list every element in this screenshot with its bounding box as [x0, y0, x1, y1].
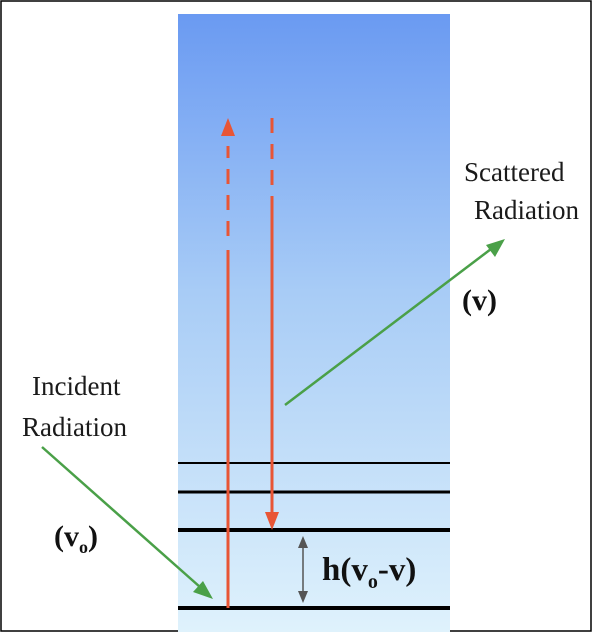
excitation-arrow [221, 118, 235, 608]
scattered-radiation-arrow [284, 239, 505, 406]
incident-radiation-arrow [41, 446, 213, 599]
scattered-label-line2: Radiation [474, 195, 579, 225]
incident-frequency-label: (vo) [54, 520, 98, 557]
energy-band [178, 14, 450, 632]
incident-label-line1: Incident [32, 371, 121, 401]
incident-label-line2: Radiation [22, 412, 127, 442]
energy-gap-label: h(vo-v) [322, 552, 416, 593]
scattered-label-line1: Scattered [464, 157, 565, 187]
relaxation-arrow [265, 118, 279, 530]
energy-gap-arrow [298, 536, 308, 603]
scattered-frequency-label: (v) [462, 284, 497, 317]
